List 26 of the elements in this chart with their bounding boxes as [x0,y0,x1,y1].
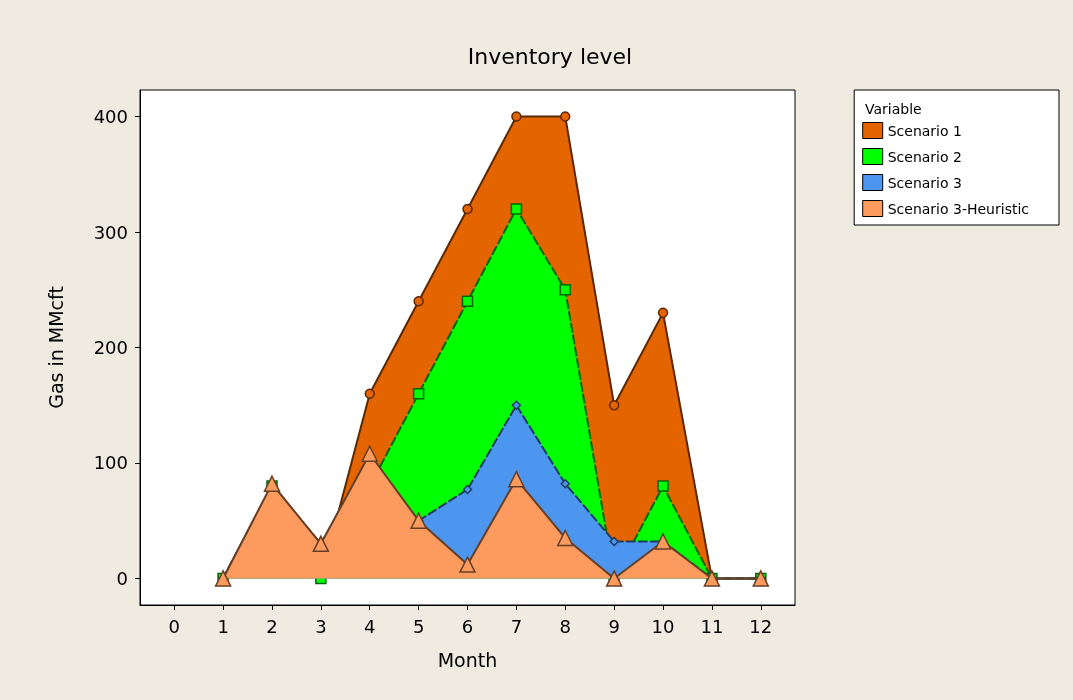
legend-label: Scenario 3 [887,174,962,191]
chart-title: Inventory level [467,43,633,69]
legend-label: Scenario 1 [887,122,962,139]
x-tick-label: 3 [315,615,327,637]
y-tick-label: 200 [93,337,128,358]
y-tick-label: 0 [116,567,128,589]
x-tick-label: 1 [217,615,229,637]
legend-label: Scenario 2 [887,148,962,165]
x-tick-label: 5 [412,615,425,637]
x-tick-label: 11 [700,615,724,637]
x-tick-label: 8 [559,615,571,637]
x-tick-label: 7 [510,615,523,637]
legend-label: Scenario 3-Heuristic [887,200,1030,217]
x-tick-label: 10 [651,615,675,637]
x-tick-label: 2 [266,615,278,637]
y-tick-label: 300 [93,221,128,243]
x-tick-label: 9 [608,615,620,637]
x-axis-title: Month [437,648,498,671]
x-tick-label: 4 [364,615,376,637]
x-tick-label: 0 [168,615,180,637]
y-tick-label: 100 [93,452,128,474]
legend-title: Variable [865,101,922,117]
x-tick-label: 6 [461,615,474,637]
y-axis-title: Gas in MMcft [44,286,67,409]
x-tick-label: 12 [749,615,773,637]
y-tick-label: 400 [93,106,128,128]
